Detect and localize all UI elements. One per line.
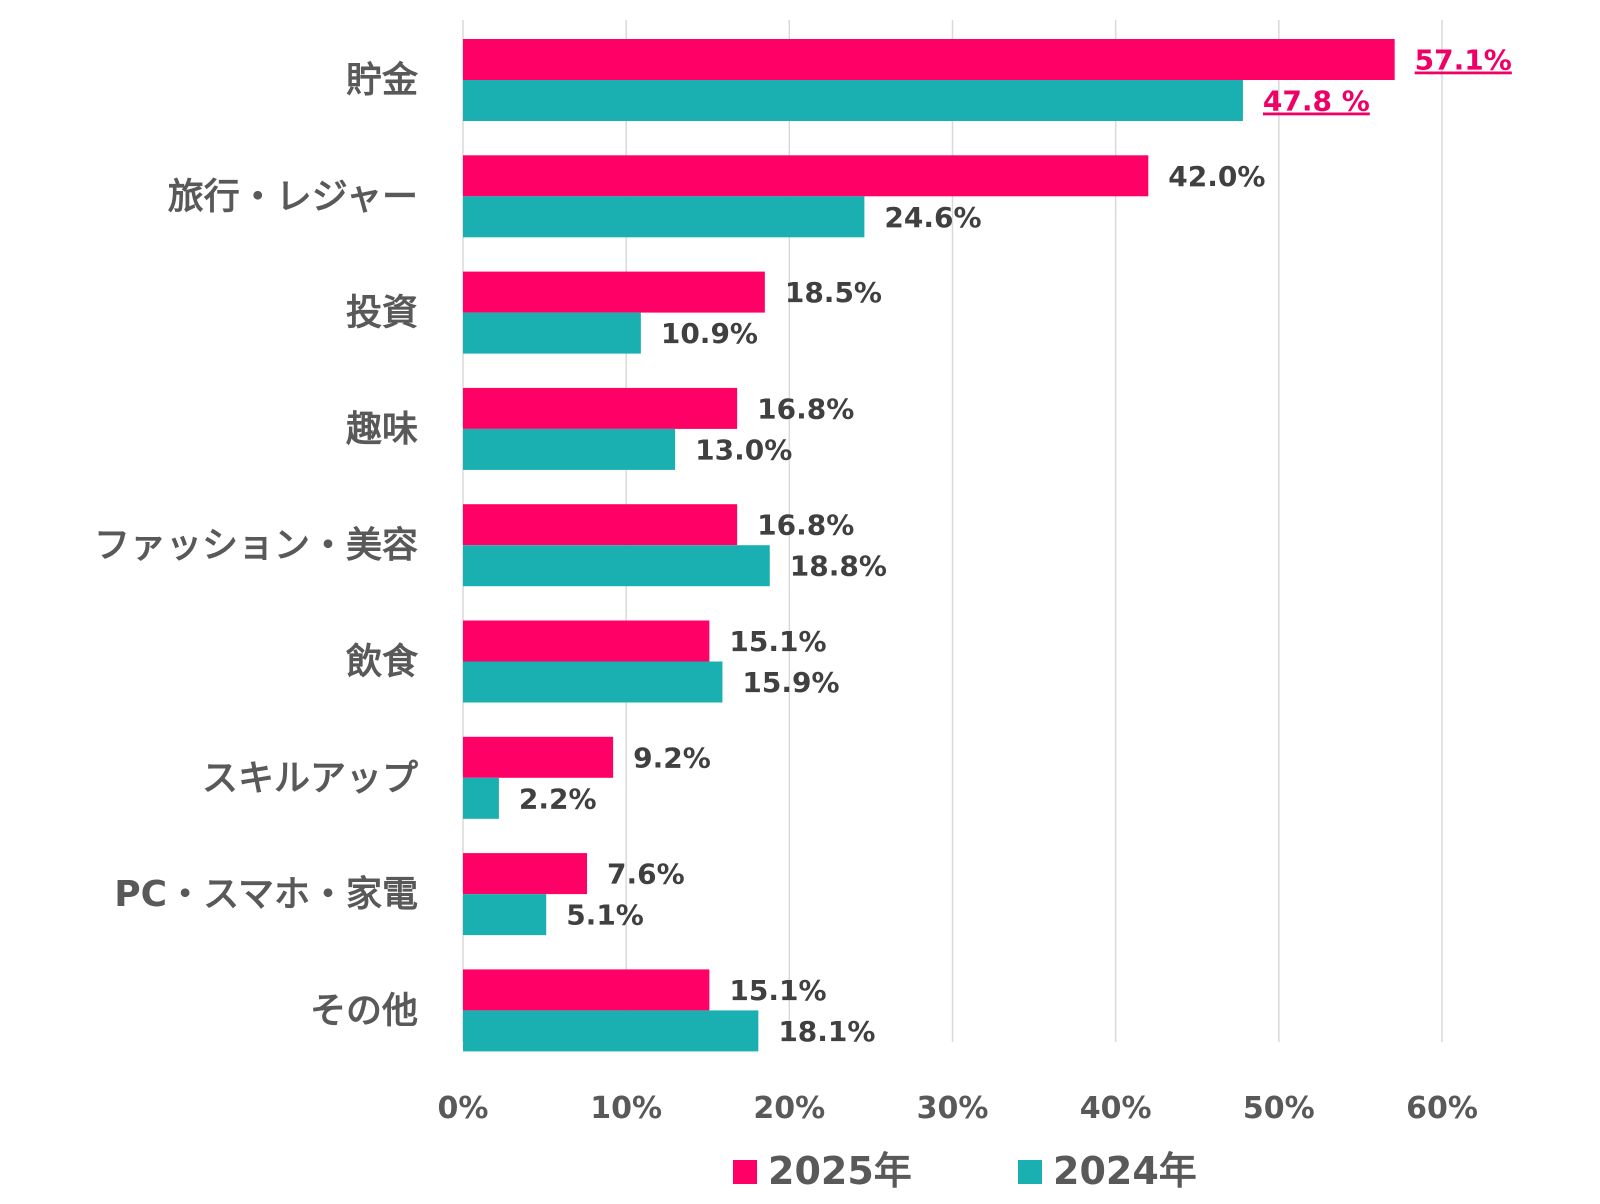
bar-2024-7 [463, 894, 547, 936]
data-label: 7.6% [607, 858, 685, 891]
bar-2025-4 [463, 504, 738, 546]
category-label: ファッション・美容 [94, 525, 418, 566]
data-label: 18.8% [790, 550, 887, 583]
bar-2025-2 [463, 271, 765, 313]
x-tick-label: 20% [753, 1091, 825, 1126]
bar-2025-3 [463, 387, 738, 429]
category-label: 旅行・レジャー [168, 176, 418, 217]
x-tick-label: 60% [1406, 1091, 1478, 1126]
data-label: 2.2% [519, 782, 597, 815]
bar-2025-5 [463, 620, 710, 662]
data-label: 57.1% [1415, 44, 1512, 77]
data-label: 18.1% [778, 1015, 875, 1048]
bar-2025-0 [463, 39, 1395, 80]
legend-swatch-2025 [733, 1160, 757, 1184]
category-label: その他 [310, 990, 418, 1031]
legend-swatch-2024 [1018, 1160, 1042, 1184]
bar-2025-6 [463, 736, 614, 778]
bar-2024-2 [463, 312, 641, 354]
data-label: 10.9% [661, 317, 758, 350]
data-label: 24.6% [884, 201, 981, 234]
data-label: 18.5% [785, 276, 882, 309]
category-label: スキルアップ [202, 758, 418, 799]
category-label: 貯金 [346, 59, 419, 101]
data-label: 16.8% [757, 392, 854, 425]
bar-2024-1 [463, 196, 865, 238]
bar-2024-3 [463, 428, 676, 470]
data-label: 47.8 % [1263, 85, 1370, 118]
bar-2024-0 [463, 80, 1243, 121]
bar-2024-6 [463, 777, 499, 819]
legend-label: 2025年 [768, 1149, 912, 1193]
data-label: 9.2% [633, 741, 711, 774]
bar-2025-1 [463, 155, 1149, 197]
legend-label: 2024年 [1053, 1149, 1197, 1193]
data-label: 15.1% [729, 625, 826, 658]
x-tick-label: 40% [1080, 1091, 1152, 1126]
bar-2025-7 [463, 853, 588, 895]
data-label: 42.0% [1168, 160, 1265, 193]
category-label: 飲食 [346, 642, 419, 683]
data-label: 15.9% [742, 666, 839, 699]
data-label: 16.8% [757, 509, 854, 542]
x-tick-label: 0% [438, 1091, 489, 1126]
bar-2025-8 [463, 969, 710, 1011]
x-tick-label: 10% [590, 1091, 662, 1126]
category-label: 趣味 [346, 409, 418, 450]
category-label: PC・スマホ・家電 [114, 874, 418, 915]
bar-2024-4 [463, 545, 770, 587]
data-label: 13.0% [695, 433, 792, 466]
category-label: 投資 [346, 293, 418, 334]
x-tick-label: 30% [917, 1091, 989, 1126]
x-tick-label: 50% [1243, 1091, 1315, 1126]
data-label: 15.1% [729, 974, 826, 1007]
data-label: 5.1% [566, 899, 644, 932]
bar-2024-8 [463, 1010, 759, 1052]
bar-2024-5 [463, 661, 723, 703]
